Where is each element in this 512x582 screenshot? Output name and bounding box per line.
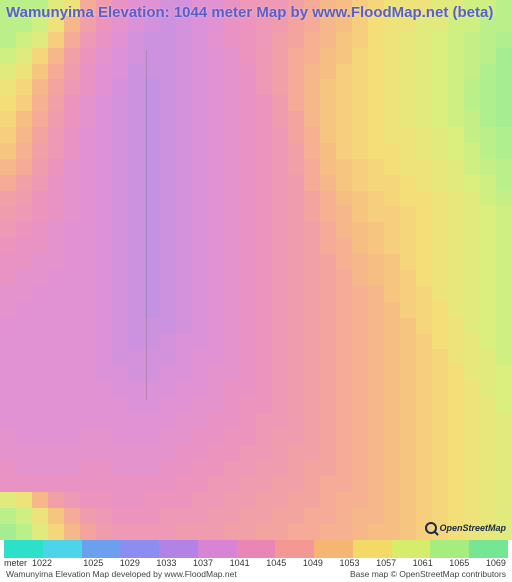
legend-color-bar bbox=[4, 540, 508, 558]
legend-value: 1029 bbox=[105, 558, 142, 568]
legend-value: 1037 bbox=[178, 558, 215, 568]
legend-segment bbox=[43, 540, 82, 558]
legend-segment bbox=[198, 540, 237, 558]
map-title: Wamunyima Elevation: 1044 meter Map by w… bbox=[6, 4, 493, 21]
legend-segment bbox=[4, 540, 43, 558]
legend-value: 1065 bbox=[435, 558, 472, 568]
legend-value: 1045 bbox=[252, 558, 289, 568]
legend-segment bbox=[353, 540, 392, 558]
legend: meter 1022102510291033103710411045104910… bbox=[0, 540, 512, 582]
legend-value: 1025 bbox=[69, 558, 106, 568]
legend-unit-prefix: meter bbox=[4, 558, 27, 568]
legend-value-labels: meter 1022102510291033103710411045104910… bbox=[4, 558, 508, 568]
legend-value: 1061 bbox=[398, 558, 435, 568]
legend-segment bbox=[430, 540, 469, 558]
legend-value: 1057 bbox=[361, 558, 398, 568]
credit-right: Base map © OpenStreetMap contributors bbox=[350, 569, 506, 579]
legend-segment bbox=[159, 540, 198, 558]
magnifier-icon bbox=[425, 522, 437, 534]
legend-value: 1041 bbox=[215, 558, 252, 568]
legend-segment bbox=[237, 540, 276, 558]
legend-segment bbox=[469, 540, 508, 558]
elevation-map: Wamunyima Elevation: 1044 meter Map by w… bbox=[0, 0, 512, 540]
legend-value: 1069 bbox=[471, 558, 508, 568]
legend-value: 1049 bbox=[288, 558, 325, 568]
osm-attribution-logo: OpenStreetMap bbox=[425, 522, 506, 534]
credit-row: Wamunyima Elevation Map developed by www… bbox=[0, 568, 512, 579]
legend-value: 1053 bbox=[325, 558, 362, 568]
osm-logo-text: OpenStreetMap bbox=[439, 523, 506, 533]
legend-segment bbox=[314, 540, 353, 558]
legend-segment bbox=[275, 540, 314, 558]
legend-segment bbox=[392, 540, 431, 558]
legend-value: 1033 bbox=[142, 558, 179, 568]
legend-segment bbox=[120, 540, 159, 558]
legend-segment bbox=[82, 540, 121, 558]
credit-left: Wamunyima Elevation Map developed by www… bbox=[6, 569, 237, 579]
heatmap-grid bbox=[0, 0, 512, 540]
